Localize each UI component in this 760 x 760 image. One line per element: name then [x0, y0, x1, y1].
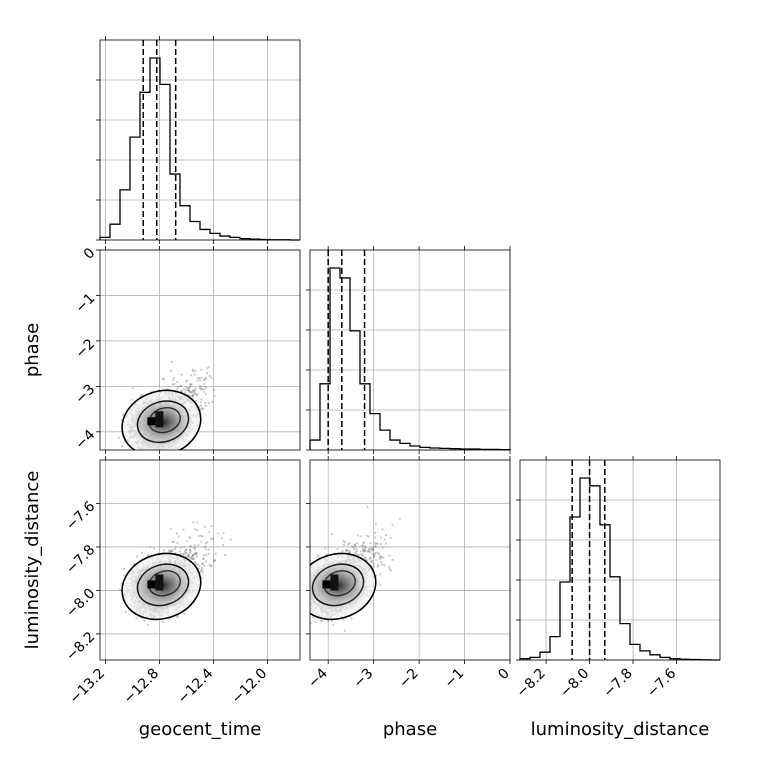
x-axis-label-geocent-time: geocent_time — [139, 719, 262, 740]
x-tick-label: −2 — [396, 666, 422, 692]
y-tick-label: −3 — [72, 381, 98, 407]
density-peak-bin — [322, 580, 331, 589]
x-tick-label: −8.0 — [557, 666, 592, 701]
x-tick-label: 0 — [495, 666, 513, 684]
panel-plot-area — [118, 520, 232, 627]
y-tick-label: 0 — [81, 245, 99, 263]
x-tick-label: −1 — [441, 666, 467, 692]
panel-plot-area — [117, 360, 216, 450]
y-tick-label: −4 — [72, 427, 98, 453]
y-tick-label: −7.8 — [63, 542, 98, 577]
panel-frame — [99, 249, 301, 451]
histogram-step — [309, 267, 511, 451]
x-tick-label: −13.2 — [67, 666, 109, 708]
y-axis-label-phase: phase — [22, 323, 43, 377]
panel-hist-luminosity-distance: −8.2 −8.0 −7.8 −7.6 — [514, 456, 721, 701]
histogram-step — [519, 477, 720, 661]
density-peak-bin — [155, 411, 164, 428]
y-tick-label: −1 — [72, 291, 98, 317]
panel-frame — [99, 459, 301, 661]
density-peak-bin — [155, 574, 164, 591]
panel-frame — [519, 459, 721, 661]
y-axis-label-luminosity-distance: luminosity_distance — [22, 471, 43, 650]
x-tick-label: −3 — [351, 666, 377, 692]
x-tick-label: −7.6 — [644, 665, 679, 700]
panel-2d-phase-vs-geocent-time: −4 −3 −2 −1 0 — [72, 245, 301, 454]
panel-2d-luminosity-distance-vs-phase: −4 −3 −2 −1 0 — [305, 456, 513, 692]
x-tick-label: −12.4 — [175, 665, 217, 707]
panel-frame — [99, 39, 301, 241]
histogram-step — [99, 57, 300, 241]
x-tick-label: −8.2 — [514, 666, 549, 701]
y-tick-label: −7.6 — [63, 498, 98, 533]
panel-2d-luminosity-distance-vs-geocent-time: −13.2 −12.8 −12.4 −12.0 −8.2 −8.0 −7.8 −7.6 — [63, 456, 301, 708]
panel-plot-area — [310, 505, 401, 632]
x-tick-label: −12.0 — [229, 666, 271, 708]
y-tick-label: −2 — [72, 336, 98, 362]
density-peak-bin — [330, 574, 339, 591]
y-tick-label: −8.2 — [63, 629, 98, 664]
density-peak-bin — [147, 580, 156, 589]
y-tick-label: −8.0 — [63, 585, 98, 620]
x-tick-label: −4 — [305, 665, 331, 691]
x-axis-label-phase: phase — [383, 719, 437, 740]
density-peak-bin — [147, 417, 156, 426]
x-tick-label: −12.8 — [121, 666, 163, 708]
panel-hist-phase — [306, 246, 511, 454]
panel-hist-geocent-time — [96, 36, 301, 244]
panel-frame — [309, 459, 511, 661]
panel-frame — [309, 249, 511, 451]
x-tick-label: −7.8 — [601, 666, 636, 701]
x-axis-label-luminosity-distance: luminosity_distance — [531, 719, 710, 740]
